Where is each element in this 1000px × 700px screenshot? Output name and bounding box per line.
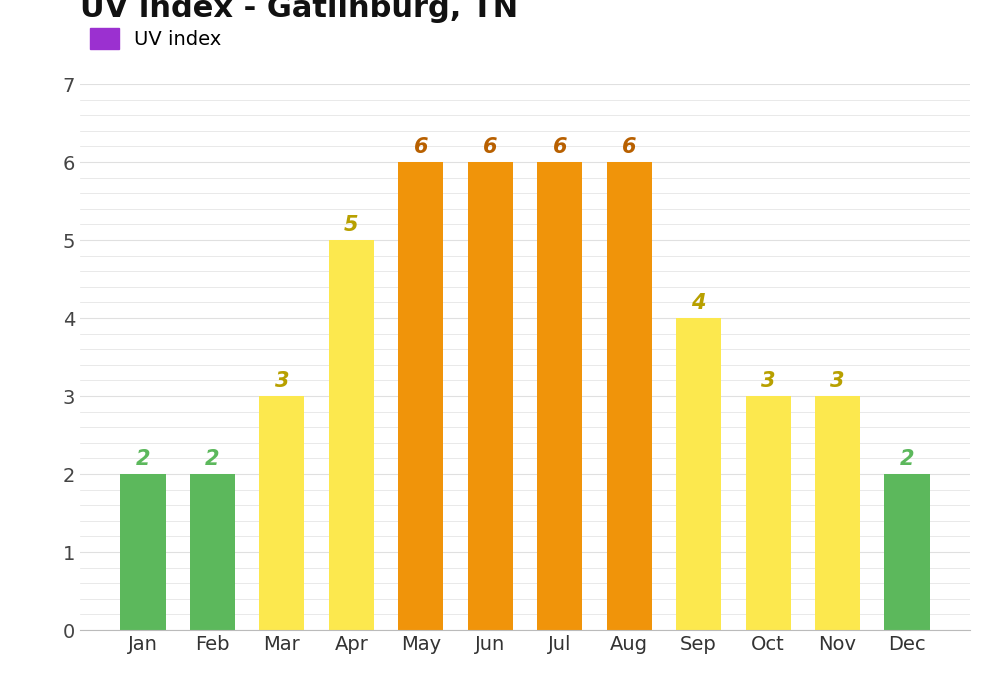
Text: UV index - Gatlinburg, TN: UV index - Gatlinburg, TN: [80, 0, 518, 23]
Text: 2: 2: [205, 449, 220, 468]
Text: 6: 6: [483, 136, 498, 157]
Legend: UV index: UV index: [90, 28, 222, 50]
Bar: [329, 240, 374, 630]
Bar: [537, 162, 582, 630]
Text: 5: 5: [344, 214, 359, 234]
Text: 2: 2: [900, 449, 914, 468]
Text: 2: 2: [136, 449, 150, 468]
Bar: [190, 474, 235, 630]
Bar: [398, 162, 443, 630]
Bar: [259, 396, 304, 630]
Bar: [120, 474, 166, 630]
Bar: [815, 396, 860, 630]
Text: 3: 3: [275, 370, 289, 391]
Text: 3: 3: [761, 370, 775, 391]
Text: 6: 6: [622, 136, 636, 157]
Bar: [884, 474, 930, 630]
Text: 4: 4: [691, 293, 706, 312]
Bar: [746, 396, 791, 630]
Bar: [607, 162, 652, 630]
Bar: [468, 162, 513, 630]
Text: 6: 6: [552, 136, 567, 157]
Text: 6: 6: [414, 136, 428, 157]
Bar: [676, 318, 721, 630]
Text: 3: 3: [830, 370, 845, 391]
